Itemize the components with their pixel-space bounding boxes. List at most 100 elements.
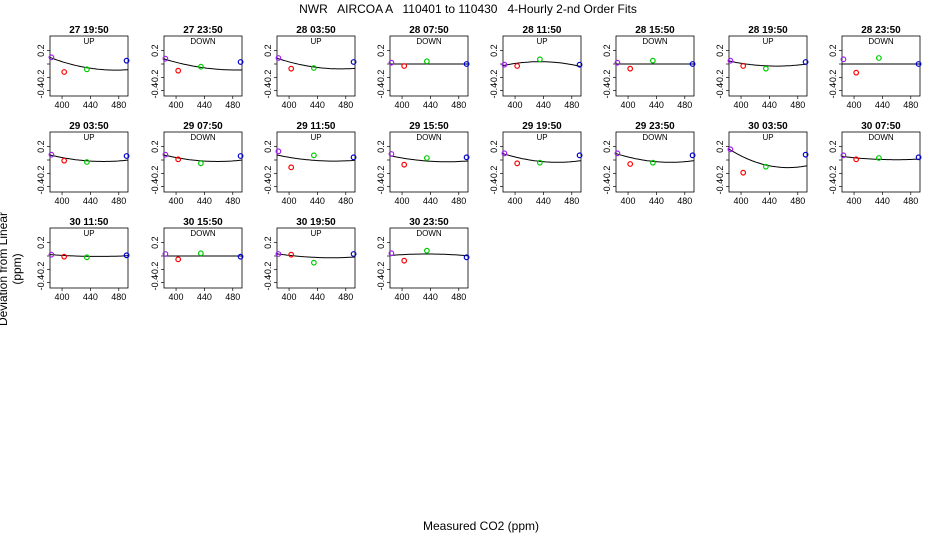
data-point — [401, 63, 408, 69]
y-tick-label: -0.2 — [715, 70, 725, 86]
x-tick-label: 480 — [225, 292, 240, 302]
panel-direction: UP — [310, 37, 321, 46]
panel-direction: UP — [536, 133, 547, 142]
x-tick-label: 440 — [875, 196, 890, 206]
data-point — [310, 259, 317, 266]
panel-direction: UP — [83, 133, 94, 142]
panel-frame — [728, 35, 808, 97]
data-point — [423, 247, 430, 254]
data-point — [175, 256, 182, 263]
data-point — [762, 65, 769, 72]
data-point — [649, 159, 656, 166]
panel-title: 28 07:50 — [409, 25, 449, 36]
data-point — [463, 154, 470, 161]
y-tick-label: -0.2 — [828, 166, 838, 182]
data-point — [915, 61, 922, 67]
data-point — [123, 252, 130, 259]
data-point — [401, 257, 408, 264]
x-tick-label: 400 — [395, 292, 410, 302]
panel-direction: DOWN — [416, 133, 442, 142]
y-tick-label: 0.2 — [828, 140, 838, 153]
data-point — [689, 152, 696, 159]
data-point — [740, 169, 747, 176]
data-point — [840, 152, 847, 159]
x-tick-label: 440 — [875, 100, 890, 110]
data-point — [614, 150, 621, 157]
x-tick-label: 480 — [677, 196, 692, 206]
panel-title: 28 11:50 — [523, 25, 562, 36]
data-point — [501, 61, 508, 68]
panel-title: 29 11:50 — [297, 121, 336, 132]
main-title: NWR AIRCOA A 110401 to 110430 4-Hourly 2… — [299, 2, 637, 16]
x-tick-label: 480 — [903, 196, 918, 206]
panel-direction: DOWN — [416, 229, 442, 238]
data-point — [853, 69, 860, 76]
data-point — [275, 251, 282, 257]
panel-frame — [389, 227, 469, 289]
y-tick-label: -0.2 — [36, 166, 46, 182]
panel-title: 30 03:50 — [748, 121, 788, 132]
y-tick-label: -0.2 — [150, 262, 160, 278]
data-point — [61, 253, 68, 260]
x-tick-label: 440 — [197, 100, 212, 110]
y-tick-label: 0.2 — [489, 140, 499, 153]
panel-title: 30 19:50 — [296, 217, 336, 228]
x-tick-label: 440 — [83, 100, 98, 110]
y-tick-label: -0.4 — [376, 179, 386, 195]
data-point — [288, 164, 295, 171]
y-tick-label: -0.2 — [150, 166, 160, 182]
y-tick-label: -0.2 — [263, 70, 273, 86]
x-tick-label: 480 — [790, 196, 805, 206]
x-tick-label: 440 — [83, 292, 98, 302]
x-tick-label: 400 — [395, 100, 410, 110]
x-tick-label: 480 — [790, 100, 805, 110]
y-tick-label: 0.2 — [36, 140, 46, 153]
panel-direction: UP — [536, 37, 547, 46]
y-tick-label: -0.2 — [602, 166, 612, 182]
panel-title: 29 19:50 — [522, 121, 562, 132]
fit-curve — [276, 253, 356, 259]
x-tick-label: 400 — [55, 292, 70, 302]
y-tick-label: -0.4 — [376, 83, 386, 99]
y-tick-label: 0.2 — [150, 44, 160, 57]
y-tick-label: 0.2 — [602, 44, 612, 57]
panel-frame — [389, 131, 469, 193]
data-point — [875, 55, 882, 61]
x-tick-label: 400 — [847, 100, 862, 110]
data-point — [123, 153, 130, 159]
y-tick-label: -0.4 — [150, 179, 160, 195]
panel-title: 27 23:50 — [183, 25, 223, 36]
fit-curve — [389, 155, 469, 163]
y-tick-label: -0.2 — [489, 70, 499, 86]
data-point — [875, 155, 882, 161]
x-tick-label: 400 — [55, 196, 70, 206]
y-tick-label: -0.4 — [602, 83, 612, 99]
panel-frame — [49, 227, 129, 289]
panel-frame — [163, 35, 243, 97]
y-tick-label: 0.2 — [376, 140, 386, 153]
y-tick-label: -0.2 — [376, 70, 386, 86]
y-tick-label: -0.4 — [150, 83, 160, 99]
panel-direction: UP — [762, 37, 773, 46]
y-tick-label: -0.2 — [489, 166, 499, 182]
panel-direction: DOWN — [190, 229, 216, 238]
panel-title: 27 19:50 — [69, 25, 109, 36]
data-point — [423, 155, 430, 161]
panel-frame — [49, 131, 129, 193]
data-point — [275, 55, 282, 61]
panel-frame — [276, 227, 356, 289]
x-tick-label: 480 — [111, 100, 126, 110]
data-point — [388, 250, 395, 257]
panel-direction: UP — [83, 37, 94, 46]
x-tick-label: 400 — [621, 100, 636, 110]
data-point — [48, 54, 55, 61]
